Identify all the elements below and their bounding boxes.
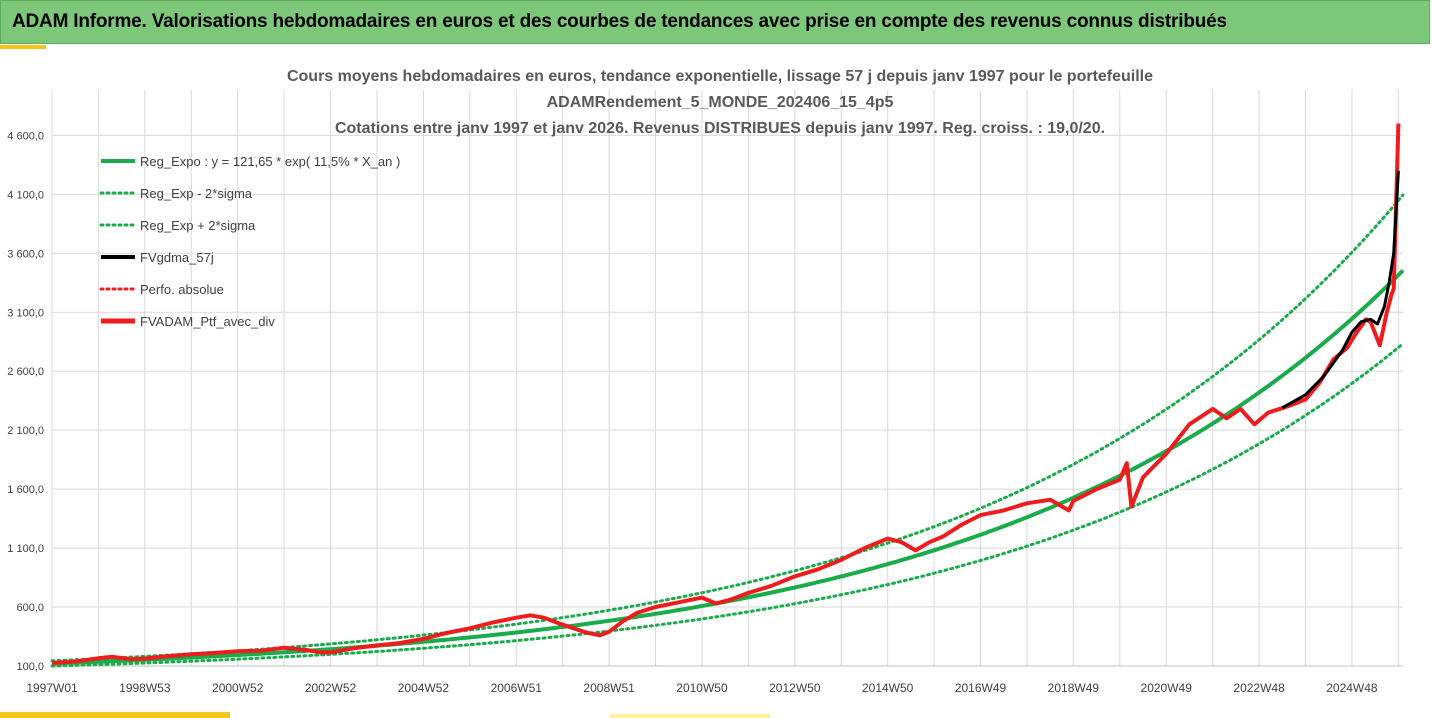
y-tick-label: 100,0: [16, 661, 44, 673]
x-tick-label: 2010W50: [676, 681, 728, 695]
chart-title: Cours moyens hebdomadaires en euros, ten…: [287, 68, 1153, 137]
x-tick-label: 1998W53: [119, 681, 171, 695]
legend-label: Reg_Exp - 2*sigma: [140, 186, 253, 201]
x-tick-label: 2000W52: [212, 681, 264, 695]
accent-bar-top: [0, 45, 46, 49]
y-tick-label: 1 100,0: [7, 543, 44, 555]
smoothed-57j-series-line: [1281, 170, 1400, 410]
x-tick-label: 2006W51: [491, 681, 543, 695]
legend-label: Reg_Expo : y = 121,65 * exp( 11,5% * X_a…: [140, 154, 400, 169]
y-tick-label: 2 100,0: [7, 425, 44, 437]
x-tick-label: 2024W48: [1326, 681, 1378, 695]
x-axis: 1997W01 1998W53 2000W52 2002W52 2004W52 2006W…: [26, 681, 1378, 695]
x-tick-label: 2022W48: [1233, 681, 1285, 695]
reg-minus-2sigma-line: [50, 342, 1405, 668]
x-tick-label: 2008W51: [583, 681, 635, 695]
portfolio-series-line: [51, 123, 1401, 666]
y-axis: 100,0 600,0 1 100,0 1 600,0 2 100,0 2 600,0 3 …: [7, 130, 44, 673]
grid: [51, 90, 1403, 667]
legend-label: FVgdma_57j: [140, 250, 214, 265]
y-tick-label: 1 600,0: [7, 484, 44, 496]
page-title: ADAM Informe. Valorisations hebdomadaire…: [12, 11, 1227, 32]
accent-bar-bottom-mid: [610, 714, 770, 718]
y-tick-label: 4 100,0: [7, 189, 44, 201]
x-tick-label: 2002W52: [305, 681, 357, 695]
y-tick-label: 600,0: [16, 602, 44, 614]
legend-label: FVADAM_Ptf_avec_div: [140, 314, 275, 329]
x-tick-label: 2004W52: [398, 681, 450, 695]
chart-title-line-3: Cotations entre janv 1997 et janv 2026. …: [335, 120, 1105, 137]
reg-expo-line: [51, 268, 1405, 666]
series: [50, 123, 1405, 668]
y-tick-label: 2 600,0: [7, 366, 44, 378]
x-tick-label: 2016W49: [955, 681, 1007, 695]
reg-plus-2sigma-line: [50, 193, 1405, 663]
legend-label: Perfo. absolue: [140, 282, 224, 297]
y-tick-label: 4 600,0: [7, 130, 44, 142]
legend: Reg_Expo : y = 121,65 * exp( 11,5% * X_a…: [99, 154, 400, 329]
chart-title-line-2: ADAMRendement_5_MONDE_202406_15_4p5: [547, 94, 894, 111]
y-tick-label: 3 100,0: [7, 307, 44, 319]
accent-bar-bottom-left: [0, 712, 230, 718]
header-bar: ADAM Informe. Valorisations hebdomadaire…: [0, 0, 1430, 44]
y-tick-label: 3 600,0: [7, 248, 44, 260]
chart-title-line-1: Cours moyens hebdomadaires en euros, ten…: [287, 68, 1153, 85]
x-tick-label: 1997W01: [26, 681, 78, 695]
x-tick-label: 2020W49: [1141, 681, 1193, 695]
x-tick-label: 2012W50: [769, 681, 821, 695]
legend-label: Reg_Exp + 2*sigma: [140, 218, 256, 233]
x-tick-label: 2018W49: [1048, 681, 1100, 695]
x-tick-label: 2014W50: [862, 681, 914, 695]
